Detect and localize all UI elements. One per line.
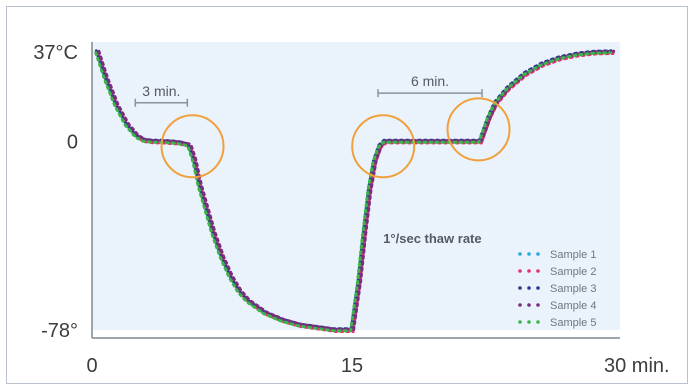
x-tick-label: 15 [341, 355, 363, 377]
highlight-layer [160, 97, 511, 179]
duration-marker: 6 min. [377, 73, 483, 98]
legend-marker [536, 303, 540, 307]
legend-label: Sample 1 [550, 249, 596, 261]
legend-marker [518, 252, 522, 256]
legend-entry: Sample 5 [518, 317, 596, 329]
legend-marker [536, 252, 540, 256]
duration-marker: 3 min. [134, 83, 189, 107]
axes [91, 42, 620, 339]
legend-marker [518, 269, 522, 273]
y-axis-ticks: 37°C 0 -78° [33, 42, 78, 342]
legend-entry: Sample 1 [518, 249, 596, 261]
legend-marker [527, 269, 531, 273]
legend-marker [518, 320, 522, 324]
duration-label: 6 min. [411, 73, 449, 89]
legend-marker [527, 286, 531, 290]
legend-entry: Sample 4 [518, 300, 596, 312]
highlight-circle [351, 114, 416, 179]
legend-label: Sample 5 [550, 317, 596, 329]
duration-label: 3 min. [142, 83, 180, 99]
x-tick-label: 30 min. [604, 355, 670, 377]
series-layer [94, 49, 616, 333]
y-tick-label: -78° [41, 320, 78, 342]
thaw-rate-label: 1°/sec thaw rate [383, 231, 481, 246]
legend-marker [536, 269, 540, 273]
y-tick-label: 0 [67, 131, 78, 153]
highlight-circle [446, 97, 511, 162]
legend-marker [527, 252, 531, 256]
y-tick-label: 37°C [33, 42, 78, 64]
series-line [97, 49, 616, 331]
legend-label: Sample 2 [550, 266, 596, 278]
legend-marker [518, 286, 522, 290]
legend-marker [536, 286, 540, 290]
legend-marker [536, 320, 540, 324]
legend-label: Sample 3 [550, 283, 596, 295]
legend-entry: Sample 3 [518, 283, 596, 295]
legend-label: Sample 4 [550, 300, 596, 312]
annotation-layer: 3 min. 6 min. 1°/sec thaw rate [134, 73, 483, 246]
legend-marker [527, 303, 531, 307]
x-tick-label: 0 [86, 355, 97, 377]
legend-marker [527, 320, 531, 324]
legend-entry: Sample 2 [518, 266, 596, 278]
chart-border [6, 6, 688, 384]
legend: Sample 1 Sample 2 Sample 3 Sample 4 Sample 5 [518, 249, 596, 329]
x-axis-ticks: 0 15 30 min. [86, 355, 669, 377]
series-line [94, 51, 613, 333]
highlight-circle [160, 114, 225, 179]
legend-marker [518, 303, 522, 307]
plot-area [92, 42, 620, 330]
